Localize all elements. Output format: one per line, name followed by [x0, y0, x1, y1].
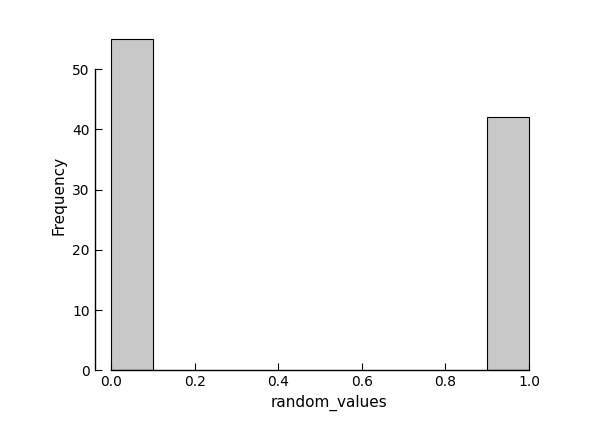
Bar: [487, 117, 529, 370]
X-axis label: random_values: random_values: [270, 395, 387, 411]
Y-axis label: Frequency: Frequency: [52, 156, 67, 235]
Bar: [111, 39, 153, 370]
